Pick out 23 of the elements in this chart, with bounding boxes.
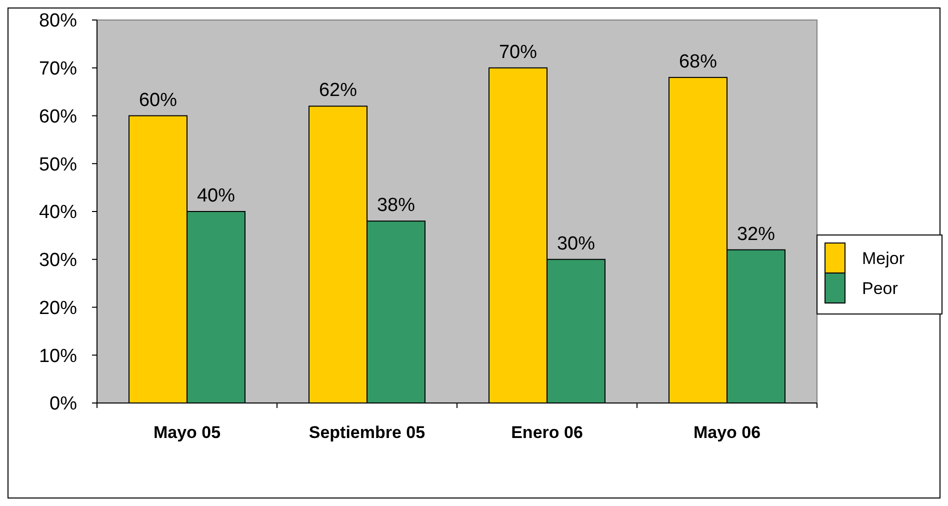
y-tick-label: 10% [38,346,78,367]
y-tick-label: 0% [50,394,78,415]
x-tick-label: Mayo 06 [693,423,761,442]
data-label: 60% [138,90,178,111]
legend-label: Peor [862,278,898,298]
data-label: 38% [376,195,416,216]
data-label: 30% [556,233,596,254]
y-tick-label: 40% [38,202,78,224]
data-label: 40% [196,186,236,206]
y-tick-label: 50% [38,154,78,176]
data-label: 32% [736,224,776,245]
x-tick-label: Septiembre 05 [308,423,426,442]
legend-label: Mejor [862,248,905,268]
data-label: 62% [318,80,358,102]
x-tick-label: Enero 06 [511,423,583,442]
y-tick-label: 70% [38,58,78,80]
x-tick-label: Mayo 05 [153,423,221,442]
data-label: 70% [498,42,538,63]
y-tick-label: 60% [38,106,78,128]
y-tick-label: 80% [38,10,78,32]
data-label: 68% [678,51,718,72]
y-tick-label: 30% [38,250,78,272]
y-tick-label: 20% [38,298,78,319]
